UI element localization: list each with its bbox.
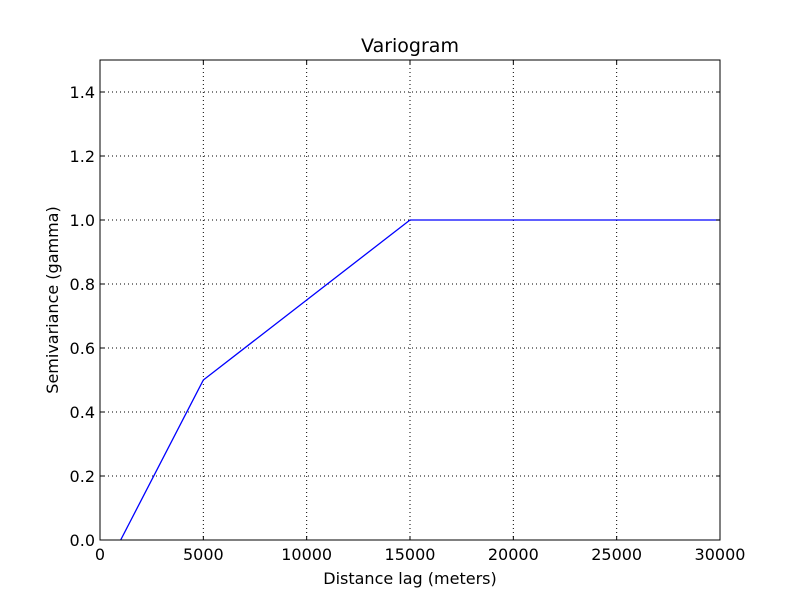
x-tick-label: 25000 <box>591 545 642 564</box>
x-tick-label: 0 <box>95 545 105 564</box>
variogram-series-line <box>120 219 720 541</box>
chart-title: Variogram <box>361 35 459 57</box>
x-axis-label: Distance lag (meters) <box>323 569 496 588</box>
x-tick-label: 15000 <box>385 545 436 564</box>
tick-marks <box>99 60 721 541</box>
y-tick-label: 0.0 <box>70 531 95 550</box>
x-tick-labels: 0 5000 10000 15000 20000 25000 30000 <box>95 545 746 564</box>
series-layer <box>120 219 720 541</box>
y-tick-label: 0.6 <box>70 339 95 358</box>
y-tick-label: 1.2 <box>70 147 95 166</box>
x-tick-label: 5000 <box>183 545 224 564</box>
plot-area <box>99 59 721 541</box>
x-tick-label: 30000 <box>695 545 746 564</box>
y-tick-label: 0.2 <box>70 467 95 486</box>
x-tick-label: 10000 <box>281 545 332 564</box>
y-tick-labels: 0.0 0.2 0.4 0.6 0.8 1.0 1.2 1.4 <box>70 83 95 550</box>
y-axis-label: Semivariance (gamma) <box>43 206 62 393</box>
y-tick-label: 1.4 <box>70 83 95 102</box>
x-tick-label: 20000 <box>488 545 539 564</box>
y-tick-label: 1.0 <box>70 211 95 230</box>
y-tick-label: 0.4 <box>70 403 95 422</box>
y-tick-label: 0.8 <box>70 275 95 294</box>
